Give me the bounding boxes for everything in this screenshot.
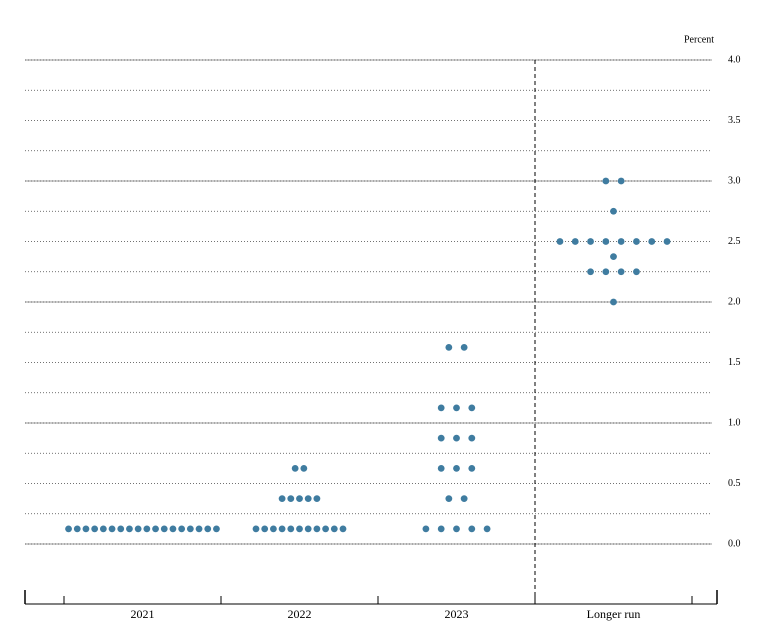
dot bbox=[617, 268, 625, 276]
dot bbox=[617, 177, 625, 185]
dot bbox=[134, 525, 142, 533]
dot bbox=[178, 525, 186, 533]
x-tick-label: 2021 bbox=[131, 607, 155, 621]
dot bbox=[445, 343, 453, 351]
y-tick-label: 2.0 bbox=[728, 296, 741, 307]
y-tick-label: 1.5 bbox=[728, 357, 741, 368]
dot bbox=[186, 525, 194, 533]
dot bbox=[278, 495, 286, 503]
dot bbox=[287, 525, 295, 533]
dot bbox=[291, 464, 299, 472]
dot bbox=[453, 525, 460, 533]
dot bbox=[160, 525, 168, 533]
dot bbox=[213, 525, 220, 533]
dot bbox=[313, 525, 321, 533]
dot bbox=[648, 238, 656, 245]
dot bbox=[195, 525, 203, 533]
dot bbox=[610, 298, 617, 306]
dot bbox=[296, 525, 303, 533]
dot bbox=[91, 525, 99, 533]
dot bbox=[296, 495, 303, 503]
dot bbox=[287, 495, 295, 503]
dot bbox=[339, 525, 347, 533]
dot bbox=[617, 238, 625, 245]
dot bbox=[453, 404, 460, 412]
dot bbox=[633, 268, 640, 276]
dot bbox=[453, 464, 460, 472]
y-tick-label: 2.5 bbox=[728, 236, 741, 247]
dot bbox=[437, 434, 445, 442]
dot bbox=[437, 464, 445, 472]
dot bbox=[204, 525, 212, 533]
dot bbox=[633, 238, 640, 245]
dot bbox=[610, 207, 617, 215]
dot bbox=[270, 525, 277, 533]
dot bbox=[152, 525, 159, 533]
y-tick-label: 0.0 bbox=[728, 538, 741, 549]
dot bbox=[453, 434, 460, 442]
dot bbox=[602, 268, 610, 276]
dot bbox=[587, 238, 594, 245]
dot bbox=[610, 253, 617, 261]
dot bbox=[483, 525, 491, 533]
dot bbox=[571, 238, 579, 245]
dot bbox=[117, 525, 125, 533]
dot bbox=[663, 238, 671, 245]
y-axis-label: Percent bbox=[684, 34, 714, 45]
dot bbox=[422, 525, 430, 533]
dot bbox=[587, 268, 594, 276]
dot bbox=[468, 464, 476, 472]
dot bbox=[304, 495, 312, 503]
dot bbox=[437, 525, 445, 533]
dot bbox=[304, 525, 312, 533]
dot bbox=[313, 495, 321, 503]
y-tick-label: 3.0 bbox=[728, 175, 741, 186]
dot bbox=[73, 525, 81, 533]
x-tick-label: 2023 bbox=[445, 607, 469, 621]
dot bbox=[143, 525, 151, 533]
y-tick-label: 4.0 bbox=[728, 54, 741, 65]
y-tick-label: 1.0 bbox=[728, 417, 741, 428]
dot bbox=[602, 238, 610, 245]
dot bbox=[65, 525, 72, 533]
dot bbox=[126, 525, 133, 533]
dot bbox=[300, 464, 308, 472]
dot bbox=[468, 525, 476, 533]
dot bbox=[108, 525, 116, 533]
dot bbox=[460, 343, 468, 351]
dot bbox=[330, 525, 338, 533]
dot bbox=[322, 525, 329, 533]
y-tick-label: 0.5 bbox=[728, 478, 741, 489]
x-tick-label: Longer run bbox=[587, 607, 641, 621]
dot bbox=[99, 525, 107, 533]
dot bbox=[169, 525, 177, 533]
dot bbox=[278, 525, 286, 533]
dot bbox=[460, 495, 468, 503]
dot bbox=[468, 404, 476, 412]
dot bbox=[468, 434, 476, 442]
dot bbox=[556, 238, 564, 245]
dot bbox=[602, 177, 610, 185]
x-tick-label: 2022 bbox=[288, 607, 312, 621]
dot bbox=[437, 404, 445, 412]
y-tick-label: 3.5 bbox=[728, 115, 741, 126]
dot bbox=[252, 525, 260, 533]
dot bbox=[445, 495, 453, 503]
dot bbox=[261, 525, 269, 533]
dot bbox=[82, 525, 90, 533]
